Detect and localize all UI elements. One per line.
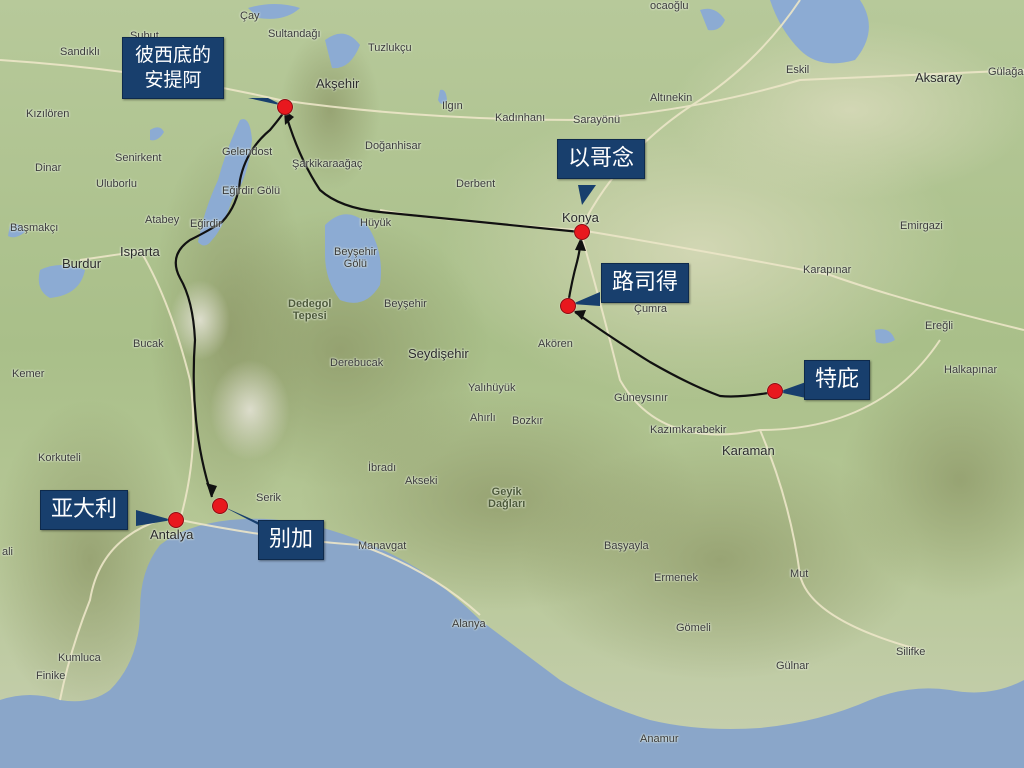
place-korkuteli: Korkuteli [38,452,81,464]
place-sandikli: Sandıklı [60,46,100,58]
place-emirgazi: Emirgazi [900,220,943,232]
place-bucak: Bucak [133,338,164,350]
place-egirdir: Eğirdir [190,218,222,230]
place-anamur: Anamur [640,733,679,745]
place-ali: ali [2,546,14,558]
callout-iconium: 以哥念 [557,139,646,179]
place-finike: Finike [36,670,66,682]
place-dedegol: Dedegol Tepesi [288,298,332,322]
place-sultandagi: Sultandağı [268,28,321,40]
place-halkapinar: Halkapınar [944,364,998,376]
place-sarayonu: Sarayönü [573,114,621,126]
place-eregli: Ereğli [925,320,954,332]
place-karapinar: Karapınar [803,264,852,276]
place-dinar: Dinar [35,162,62,174]
place-akoren: Akören [538,338,573,350]
place-seydisehir: Seydişehir [408,346,469,361]
place-ahirli: Ahırlı [470,412,496,424]
place-yalihuyuk: Yalıhüyük [468,382,516,394]
place-beysehir-golu: Beyşehir Gölü [334,246,377,270]
place-cay: Çay [240,10,260,22]
pin-antioch[interactable] [277,99,293,115]
place-kemer: Kemer [12,368,45,380]
place-tuzlukcu: Tuzlukçu [368,42,412,54]
place-ilgin: Ilgın [442,100,463,112]
place-aksehir: Akşehir [316,76,360,91]
place-isparta: Isparta [120,244,160,259]
pin-attalia[interactable] [168,512,184,528]
place-alanya: Alanya [452,618,486,630]
place-ermenek: Ermenek [654,572,699,584]
place-antalya: Antalya [150,527,194,542]
callout-lystra: 路司得 [601,263,690,303]
place-silifke: Silifke [896,646,926,658]
place-guneysinir: Güneysınır [614,392,668,404]
place-ocaoglu: ocaoğlu [650,0,689,12]
place-konya: Konya [562,210,599,225]
place-kiziloren: Kızılören [26,108,70,120]
place-gulagac: Gülağaç [988,66,1024,78]
pin-lystra[interactable] [560,298,576,314]
callout-perga: 别加 [258,520,325,560]
place-serik: Serik [256,492,282,504]
place-kazimkarabekir: Kazımkarabekir [650,424,727,436]
place-mut: Mut [790,568,809,580]
callout-attalia: 亚大利 [40,490,129,530]
place-altinekin: Altınekin [650,92,693,104]
place-karaman: Karaman [722,443,775,458]
callout-derbe: 特庇 [804,360,871,400]
pin-iconium[interactable] [574,224,590,240]
place-bozkir: Bozkır [512,415,544,427]
place-ibradi: İbradı [368,462,397,474]
place-sarkikaraagac: Şarkikaraağaç [292,158,363,170]
pin-derbe[interactable] [767,383,783,399]
place-derbent: Derbent [456,178,496,190]
callout-antioch: 彼西底的 安提阿 [122,37,225,99]
place-akseki: Akseki [405,475,438,487]
place-uluborlu: Uluborlu [96,178,137,190]
place-aksaray: Aksaray [915,70,962,85]
place-kadinhani: Kadınhanı [495,112,546,124]
place-huyuk: Hüyük [360,217,392,229]
place-doganhisar: Doğanhisar [365,140,422,152]
place-gormeli: Gömeli [676,622,711,634]
place-manavgat: Manavgat [358,540,407,552]
place-burdur: Burdur [62,256,102,271]
place-basmakci: Başmakçı [10,222,59,234]
place-gulnar: Gülnar [776,660,810,672]
place-beysehir: Beyşehir [384,298,427,310]
place-gelendost: Gelendost [222,146,273,158]
place-senirkent: Senirkent [115,152,162,164]
place-eskil: Eskil [786,64,810,76]
pin-perga[interactable] [212,498,228,514]
place-cumra: Çumra [634,303,668,315]
place-derebucak: Derebucak [330,357,384,369]
place-atabey: Atabey [145,214,180,226]
place-kumluca: Kumluca [58,652,101,664]
place-egirdir-golu: Eğirdir Gölü [222,185,281,197]
place-geyik: Geyik Dağları [488,486,526,510]
place-basyayla: Başyayla [604,540,649,552]
